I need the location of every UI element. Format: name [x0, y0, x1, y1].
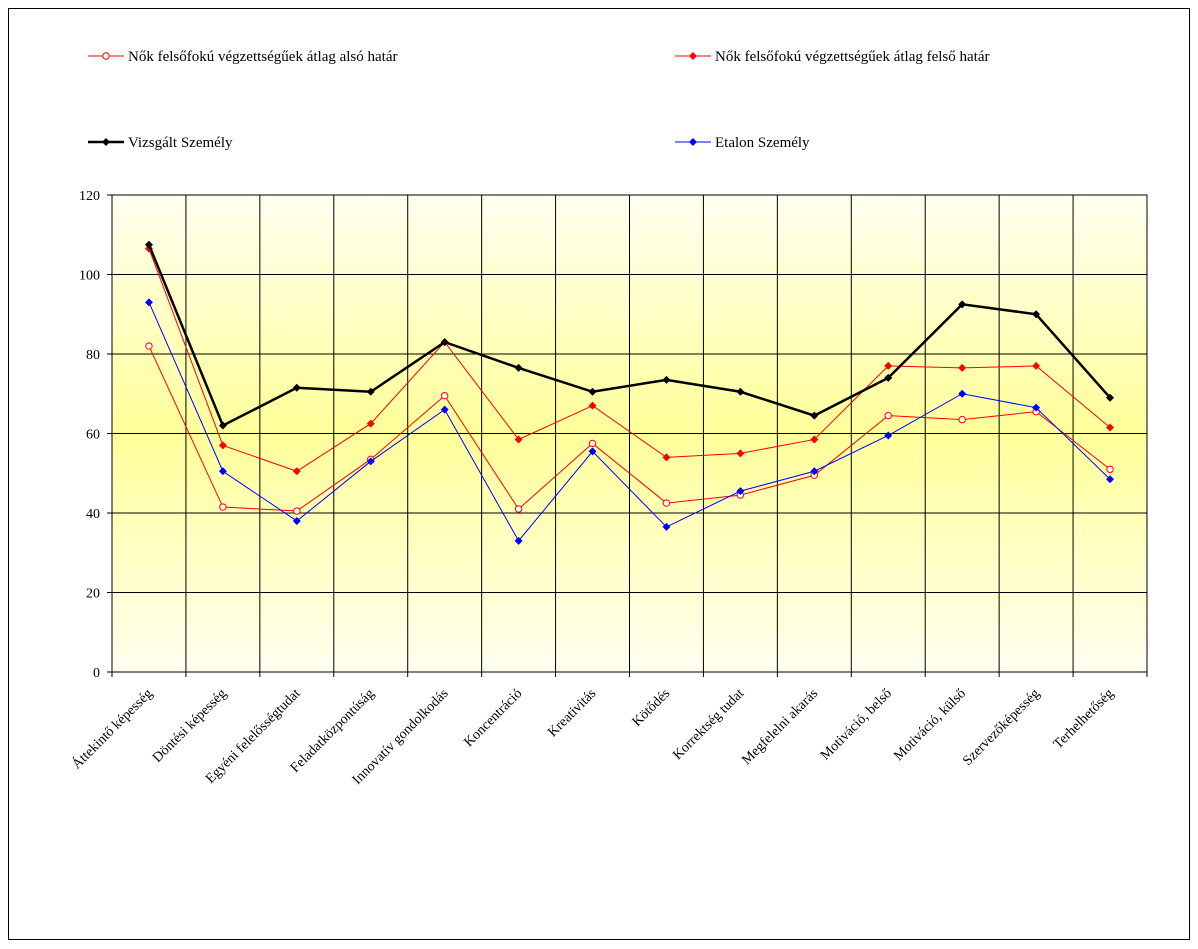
series-line [148, 345, 1111, 512]
marker [884, 361, 893, 370]
marker [736, 387, 745, 396]
marker [366, 457, 375, 466]
marker [588, 387, 597, 396]
marker [514, 435, 523, 444]
marker [440, 405, 449, 414]
marker [292, 467, 301, 476]
plot-border [111, 194, 1148, 673]
marker [102, 52, 110, 60]
marker [662, 375, 671, 384]
marker [884, 411, 892, 420]
marker [366, 419, 375, 428]
marker [144, 298, 153, 307]
series-line [147, 244, 1111, 428]
marker [218, 441, 227, 450]
marker [292, 516, 301, 525]
marker [689, 138, 697, 146]
marker [958, 363, 967, 372]
legend-item: Nők felsőfokú végzettségűek átlag felső … [675, 49, 989, 65]
legend-label: Nők felsőfokú végzettségűek átlag felső … [715, 49, 989, 65]
marker [219, 503, 227, 511]
legend-item: Etalon Személy [675, 135, 810, 151]
marker [588, 447, 597, 456]
y-tick-label: 0 [93, 666, 100, 681]
marker [145, 342, 153, 350]
marker [810, 467, 819, 476]
marker [514, 505, 523, 513]
legend-label: Etalon Személy [715, 135, 810, 151]
marker [662, 453, 671, 462]
y-tick-label: 80 [86, 348, 100, 363]
marker [958, 300, 967, 309]
marker [736, 449, 745, 458]
marker [1106, 393, 1115, 402]
y-tick-label: 40 [86, 507, 100, 522]
marker [218, 467, 227, 476]
y-tick-label: 20 [86, 587, 100, 602]
y-tick-label: 60 [86, 428, 100, 443]
marker [736, 487, 745, 496]
y-tick-label: 100 [79, 269, 100, 284]
marker [1106, 475, 1115, 484]
marker [810, 411, 819, 420]
marker [440, 338, 449, 347]
legend-label: Nők felsőfokú végzettségűek átlag alsó h… [128, 49, 398, 65]
marker [514, 363, 523, 372]
marker [102, 138, 110, 146]
y-tick-label: 120 [79, 189, 100, 204]
legend-item: Nők felsőfokú végzettségűek átlag alsó h… [88, 49, 398, 65]
marker [588, 401, 597, 410]
marker [440, 392, 449, 400]
marker [1106, 465, 1114, 473]
marker [1032, 361, 1041, 370]
marker [884, 373, 893, 382]
series-line [148, 302, 1111, 542]
marker [292, 383, 301, 392]
marker [958, 389, 967, 398]
marker [1106, 423, 1115, 432]
legend-item: Vizsgált Személy [88, 135, 233, 151]
marker [689, 52, 697, 60]
marker [366, 387, 375, 396]
series-line [148, 248, 1111, 472]
legend-label: Vizsgált Személy [128, 135, 233, 151]
marker [1032, 403, 1041, 412]
marker [662, 522, 671, 531]
marker [293, 507, 301, 515]
marker [884, 431, 893, 440]
marker [958, 415, 966, 424]
marker [144, 240, 153, 249]
marker [810, 435, 819, 444]
marker [514, 536, 523, 545]
marker [218, 421, 227, 430]
marker [662, 499, 671, 507]
marker [588, 439, 597, 448]
marker [1032, 310, 1041, 319]
